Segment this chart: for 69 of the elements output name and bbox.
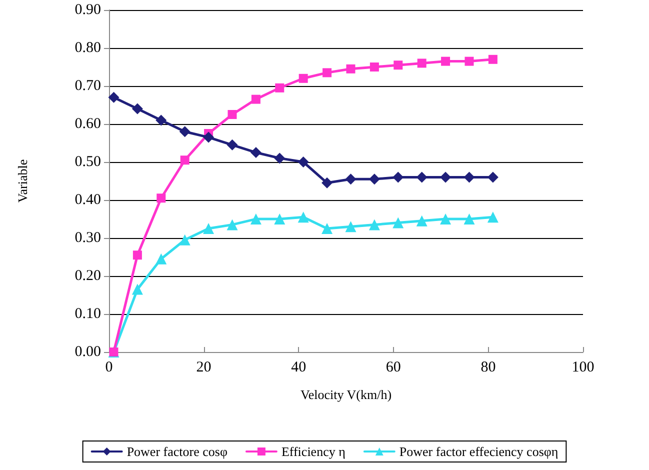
point (368, 219, 380, 230)
y-tick-label: 0.50 (74, 154, 101, 170)
x-tick-label: 60 (386, 360, 401, 376)
y-tick-label: 0.40 (74, 192, 101, 208)
point (250, 214, 262, 224)
x-tick-label: 80 (480, 360, 496, 376)
point (228, 110, 237, 119)
point (441, 56, 450, 66)
point (203, 223, 214, 234)
y-tick-label: 0.10 (74, 306, 101, 322)
point (392, 172, 404, 183)
y-tick-label: 0.30 (74, 230, 101, 246)
point (180, 156, 190, 165)
point (274, 214, 286, 224)
point (156, 194, 166, 203)
point (322, 223, 333, 234)
point (464, 172, 475, 183)
x-tick-label: 100 (572, 360, 594, 376)
point (416, 215, 428, 226)
y-tick-label: 0.00 (74, 344, 101, 360)
point (440, 214, 452, 224)
point (394, 60, 403, 70)
point (368, 174, 380, 185)
point (345, 221, 356, 232)
point (251, 94, 260, 104)
point (464, 56, 474, 66)
y-tick-label: 0.60 (74, 116, 101, 132)
point (416, 172, 428, 183)
point (298, 156, 309, 168)
x-axis-title: Velocity V(km/h) (300, 387, 392, 402)
point (488, 54, 498, 64)
point (203, 132, 214, 143)
point (179, 126, 190, 138)
point (370, 62, 379, 72)
point (156, 114, 167, 126)
point (179, 234, 190, 246)
point (464, 214, 475, 224)
x-tick-label: 20 (196, 360, 212, 376)
point (275, 83, 284, 92)
point (440, 172, 452, 183)
legend-label: Power factore cosφ (126, 444, 228, 459)
legend-label: Efficiency η (281, 444, 346, 459)
point (156, 253, 167, 264)
point (108, 92, 120, 103)
point (345, 174, 356, 185)
y-tick-label: 0.70 (74, 78, 101, 94)
y-tick-label: 0.90 (74, 2, 101, 18)
point (392, 217, 404, 228)
point (487, 172, 498, 183)
point (132, 103, 143, 114)
x-tick-label: 0 (105, 360, 113, 376)
point (298, 212, 309, 223)
point (322, 68, 332, 78)
point (132, 284, 143, 295)
point (346, 64, 356, 74)
point (250, 147, 262, 158)
x-tick-label: 40 (291, 360, 306, 376)
point (274, 152, 286, 164)
y-axis-title: Variable (15, 159, 30, 203)
point (132, 250, 142, 260)
point (322, 177, 333, 188)
y-tick-label: 0.80 (74, 40, 101, 56)
y-tick-label: 0.20 (74, 268, 101, 284)
point (487, 212, 498, 223)
point (298, 74, 308, 83)
point (417, 58, 426, 68)
legend-label: Power factor effeciency cosφη (399, 444, 558, 459)
point (226, 139, 238, 150)
point (226, 219, 238, 230)
